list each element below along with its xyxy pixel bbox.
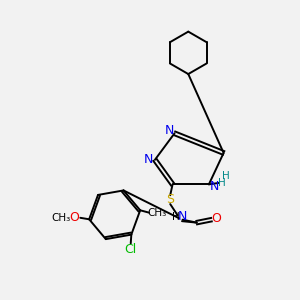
Text: S: S xyxy=(166,193,174,206)
Text: O: O xyxy=(69,211,79,224)
Text: CH₃: CH₃ xyxy=(52,213,71,223)
Text: N: N xyxy=(209,180,219,193)
Text: O: O xyxy=(211,212,221,225)
Text: N: N xyxy=(144,153,153,166)
Text: N: N xyxy=(164,124,174,137)
Text: H: H xyxy=(218,178,226,188)
Text: H: H xyxy=(172,212,180,222)
Text: N: N xyxy=(177,210,187,223)
Text: Cl: Cl xyxy=(124,243,137,256)
Text: H: H xyxy=(222,171,230,182)
Text: CH₃: CH₃ xyxy=(148,208,167,218)
